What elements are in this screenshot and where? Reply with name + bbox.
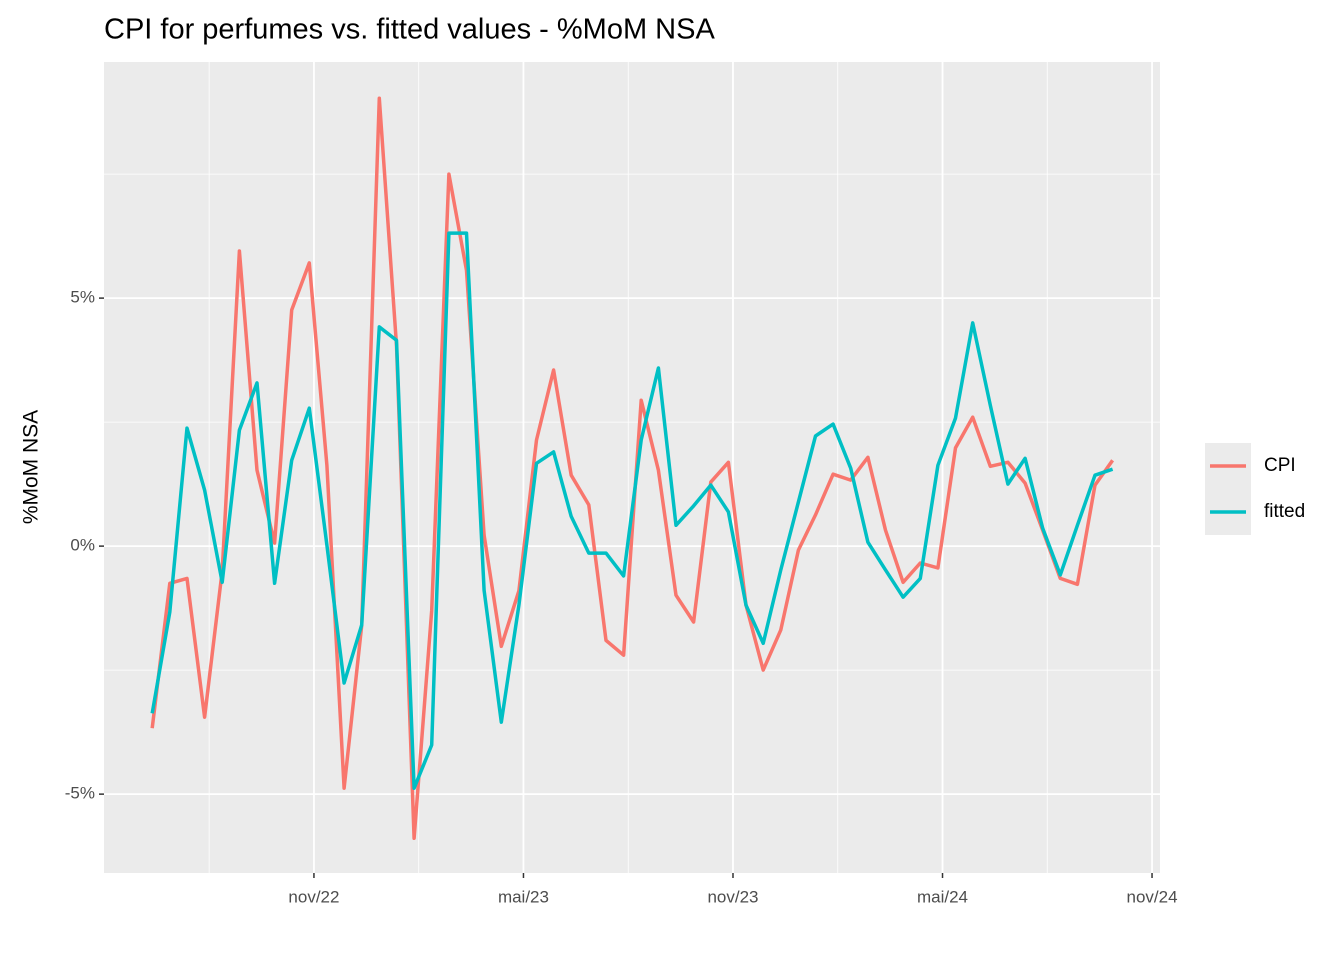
legend-key-bg — [1205, 443, 1251, 535]
y-tick-label: 0% — [70, 536, 95, 555]
x-tick-label: nov/24 — [1127, 887, 1178, 906]
y-tick-label: -5% — [65, 784, 95, 803]
y-tick-label: 5% — [70, 288, 95, 307]
panel — [104, 62, 1160, 873]
x-tick-label: nov/23 — [707, 887, 758, 906]
legend-label: CPI — [1264, 455, 1296, 476]
x-tick-label: mai/24 — [917, 887, 968, 906]
y-axis-label: %MoM NSA — [20, 410, 43, 524]
legend-label: fitted — [1264, 501, 1305, 522]
line-series — [150, 96, 1115, 841]
chart-title: CPI for perfumes vs. fitted values - %Mo… — [104, 14, 715, 46]
x-tick-label: mai/23 — [498, 887, 549, 906]
line-series — [150, 231, 1114, 790]
x-tick-label: nov/22 — [288, 887, 339, 906]
